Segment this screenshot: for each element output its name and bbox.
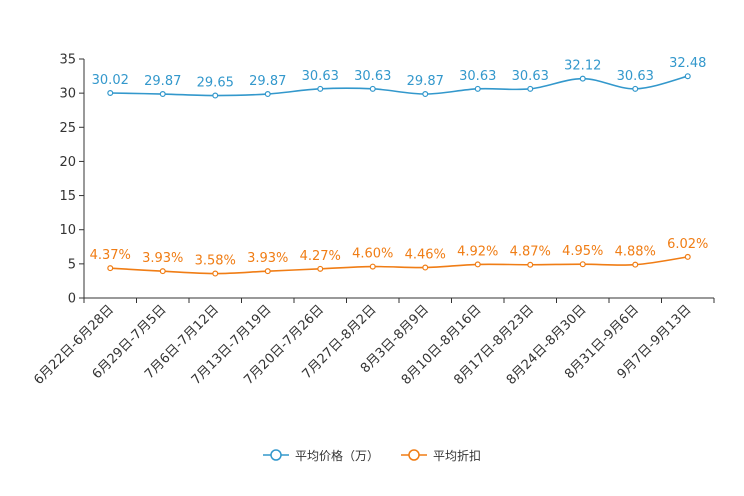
series-price-point bbox=[212, 92, 219, 99]
legend-item-price[interactable]: 平均价格（万） bbox=[262, 447, 379, 464]
series-price-data-label: 30.63 bbox=[512, 69, 549, 84]
y-tick-label: 30 bbox=[59, 87, 76, 102]
series-price-data-label: 29.87 bbox=[407, 74, 444, 89]
series-discount-data-label: 6.02% bbox=[667, 237, 708, 252]
series-price-data-label: 30.02 bbox=[92, 73, 129, 88]
series-price-data-label: 29.87 bbox=[144, 74, 181, 89]
series-price-point bbox=[684, 73, 691, 80]
series-discount-point bbox=[632, 261, 639, 268]
legend-discount-label: 平均折扣 bbox=[433, 448, 482, 463]
series-price-point bbox=[632, 85, 639, 92]
series-discount-point bbox=[684, 253, 691, 260]
y-tick-label: 20 bbox=[59, 155, 76, 170]
series-price-point bbox=[579, 75, 586, 82]
series-discount-data-label: 4.87% bbox=[510, 245, 551, 260]
series-discount-point bbox=[474, 261, 481, 268]
y-tick-label: 0 bbox=[68, 292, 76, 307]
series-price-data-label: 30.63 bbox=[459, 69, 496, 84]
series-price-point bbox=[264, 91, 271, 98]
series-discount-data-label: 4.27% bbox=[300, 249, 341, 264]
series-price-data-label: 30.63 bbox=[354, 69, 391, 84]
legend-price-marker-icon bbox=[262, 449, 289, 461]
y-tick-label: 35 bbox=[59, 53, 76, 68]
series-price-point bbox=[474, 85, 481, 92]
series-discount-data-label: 3.58% bbox=[195, 254, 236, 269]
series-discount-point bbox=[212, 270, 219, 277]
series-discount-data-label: 4.92% bbox=[457, 244, 498, 259]
series-price-point bbox=[317, 85, 324, 92]
series-discount-point bbox=[422, 264, 429, 271]
series-discount-point bbox=[107, 265, 114, 272]
y-tick-label: 5 bbox=[68, 257, 76, 272]
series-price-point bbox=[422, 91, 429, 98]
series-discount-point bbox=[369, 263, 376, 270]
series-price-data-label: 32.12 bbox=[564, 59, 601, 74]
series-discount-point bbox=[579, 261, 586, 268]
series-price-point bbox=[527, 85, 534, 92]
series-discount-data-label: 4.88% bbox=[615, 245, 656, 260]
series-price-data-label: 30.63 bbox=[302, 69, 339, 84]
series-price-data-label: 29.87 bbox=[249, 74, 286, 89]
series-discount-data-label: 4.37% bbox=[90, 248, 131, 263]
series-discount-point bbox=[159, 268, 166, 275]
series-price-data-label: 30.63 bbox=[617, 69, 654, 84]
legend-item-discount[interactable]: 平均折扣 bbox=[401, 447, 481, 464]
legend-discount-marker-icon bbox=[401, 449, 427, 461]
y-tick-label: 25 bbox=[59, 121, 76, 136]
series-discount-point bbox=[317, 265, 324, 272]
series-price-point bbox=[159, 91, 166, 98]
series-discount-data-label: 3.93% bbox=[247, 251, 288, 266]
series-discount-data-label: 4.60% bbox=[352, 247, 393, 262]
series-discount-data-label: 3.93% bbox=[142, 251, 183, 266]
series-price-point bbox=[107, 90, 114, 97]
series-discount-line bbox=[110, 256, 688, 275]
series-discount-point bbox=[264, 268, 271, 275]
legend: 平均价格（万） 平均折扣 bbox=[0, 444, 744, 466]
legend-price-label: 平均价格（万） bbox=[294, 448, 379, 463]
series-price-data-label: 32.48 bbox=[669, 56, 706, 71]
y-tick-label: 15 bbox=[59, 189, 76, 204]
series-discount-data-label: 4.95% bbox=[562, 244, 603, 259]
series-price-point bbox=[369, 85, 376, 92]
y-tick-label: 10 bbox=[59, 223, 76, 238]
series-discount-data-label: 4.46% bbox=[405, 248, 446, 263]
series-price-data-label: 29.65 bbox=[197, 76, 234, 91]
series-price-line bbox=[110, 75, 688, 97]
series-discount-point bbox=[527, 261, 534, 268]
